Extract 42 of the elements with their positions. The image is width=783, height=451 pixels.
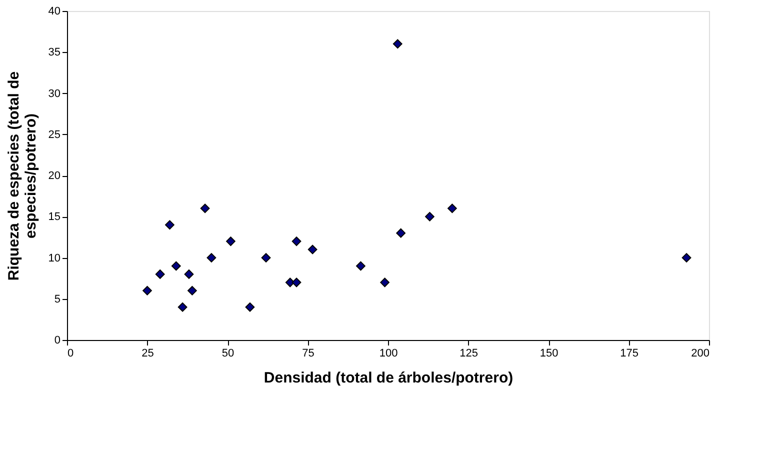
point xyxy=(184,270,194,279)
y-tick-label: 25 xyxy=(48,128,60,141)
point xyxy=(155,270,165,279)
point xyxy=(425,212,434,222)
x-tick-label: 175 xyxy=(620,348,638,360)
point xyxy=(308,244,318,254)
point xyxy=(682,253,692,262)
point xyxy=(226,236,236,246)
y-tick-label: 0 xyxy=(54,334,60,346)
point xyxy=(261,253,271,262)
x-tick-label: 25 xyxy=(142,348,154,360)
point xyxy=(188,286,197,296)
y-tick-label: 30 xyxy=(48,88,60,100)
point xyxy=(178,302,188,312)
x-tick-label: 125 xyxy=(460,348,478,360)
y-tick-label: 5 xyxy=(54,293,60,306)
y-tick-label: 20 xyxy=(48,170,60,182)
x-tick-label: 100 xyxy=(379,348,398,360)
point xyxy=(448,204,457,214)
point xyxy=(245,302,255,312)
y-tick-label: 35 xyxy=(48,46,60,59)
point xyxy=(292,236,302,246)
y-tick-label: 15 xyxy=(48,211,60,224)
point xyxy=(165,220,174,230)
y-tick-label: 40 xyxy=(48,6,60,18)
y-tick-label: 10 xyxy=(48,252,60,264)
point xyxy=(380,278,390,288)
point xyxy=(142,286,152,296)
point xyxy=(356,261,366,271)
x-tick-label: 150 xyxy=(540,348,558,360)
point xyxy=(200,204,210,214)
x-axis-title: Densidad (total de árboles/potrero) xyxy=(264,370,514,386)
point xyxy=(292,278,302,288)
y-axis-title: Riqueza de especies (total de especies/potrero) xyxy=(5,71,40,281)
x-tick-label: 75 xyxy=(302,348,314,360)
point xyxy=(392,39,402,49)
x-tick-label: 0 xyxy=(68,348,74,360)
x-tick-label: 50 xyxy=(222,348,234,360)
x-tick-label: 200 xyxy=(691,348,710,360)
point xyxy=(206,253,216,262)
point xyxy=(171,261,181,271)
point xyxy=(396,228,406,238)
